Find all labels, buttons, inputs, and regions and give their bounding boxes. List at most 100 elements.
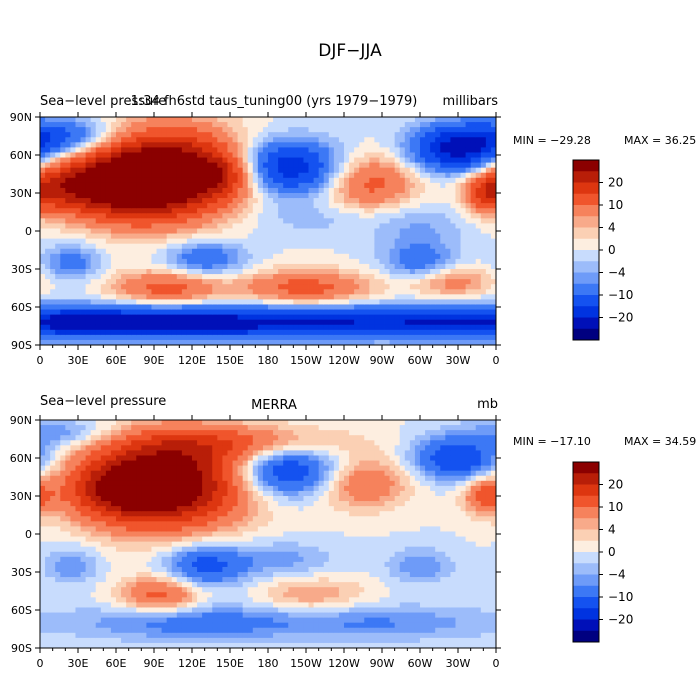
field-cell <box>308 314 314 321</box>
field-cell <box>156 137 162 143</box>
field-cell <box>45 430 51 436</box>
field-cell <box>450 208 456 214</box>
field-cell <box>470 263 477 270</box>
field-cell <box>359 339 365 346</box>
field-cell <box>192 228 198 234</box>
field-cell <box>490 172 497 179</box>
field-cell <box>227 198 233 204</box>
field-cell <box>100 521 107 527</box>
field-cell <box>273 117 279 123</box>
field-cell <box>161 284 168 290</box>
field-cell <box>450 253 456 260</box>
field-cell <box>105 506 112 512</box>
field-cell <box>100 587 107 593</box>
field-cell <box>232 127 238 133</box>
field-cell <box>166 172 173 179</box>
field-cell <box>369 238 375 245</box>
field-cell <box>409 162 416 169</box>
field-cell <box>75 213 81 219</box>
field-cell <box>262 127 269 133</box>
field-cell <box>268 269 274 275</box>
field-cell <box>65 294 71 300</box>
field-cell <box>359 269 365 275</box>
field-cell <box>207 162 213 169</box>
field-cell <box>90 162 97 169</box>
field-cell <box>262 122 269 128</box>
field-cell <box>45 122 51 128</box>
field-cell <box>227 127 233 133</box>
field-cell <box>364 253 370 260</box>
field-cell <box>369 248 375 255</box>
field-cell <box>121 465 127 472</box>
field-cell <box>227 213 233 219</box>
field-cell <box>207 157 213 163</box>
field-cell <box>278 147 284 153</box>
field-cell <box>85 470 92 477</box>
field-cell <box>146 279 152 285</box>
field-cell <box>308 269 314 275</box>
field-cell <box>359 324 365 331</box>
field-cell <box>166 319 173 326</box>
field-cell <box>75 556 81 563</box>
field-cell <box>116 122 122 128</box>
field-cell <box>323 233 330 239</box>
field-cell <box>303 172 309 179</box>
field-cell <box>146 339 152 346</box>
field-cell <box>116 607 122 613</box>
field-cell <box>75 172 81 179</box>
field-cell <box>116 566 122 573</box>
field-cell <box>455 304 461 310</box>
field-cell <box>349 228 355 234</box>
field-cell <box>217 117 223 123</box>
field-cell <box>465 127 472 133</box>
field-cell <box>100 193 107 199</box>
field-cell <box>359 167 365 174</box>
field-cell <box>475 269 482 275</box>
field-cell <box>105 642 112 649</box>
field-cell <box>100 460 107 466</box>
field-cell <box>349 253 355 260</box>
field-cell <box>65 445 71 451</box>
field-cell <box>40 470 46 477</box>
field-cell <box>70 334 76 341</box>
field-cell <box>288 117 294 123</box>
field-cell <box>85 238 92 245</box>
field-cell <box>121 480 127 487</box>
field-cell <box>455 172 461 179</box>
field-cell <box>242 263 249 270</box>
field-cell <box>485 223 492 229</box>
field-cell <box>166 248 173 255</box>
field-cell <box>65 223 71 229</box>
field-cell <box>176 198 183 204</box>
field-cell <box>166 213 173 219</box>
field-cell <box>475 117 482 123</box>
field-cell <box>40 339 46 346</box>
field-cell <box>110 551 117 558</box>
field-cell <box>262 238 269 245</box>
field-cell <box>110 243 117 250</box>
field-cell <box>268 258 274 265</box>
field-cell <box>450 339 456 346</box>
field-cell <box>430 334 436 341</box>
field-cell <box>465 269 472 275</box>
field-cell <box>126 314 132 321</box>
field-cell <box>131 167 137 174</box>
field-cell <box>455 309 461 315</box>
field-cell <box>490 233 497 239</box>
field-cell <box>60 142 66 148</box>
field-cell <box>232 238 238 245</box>
field-cell <box>333 137 340 143</box>
field-cell <box>222 208 228 214</box>
field-cell <box>141 172 147 179</box>
field-cell <box>384 243 390 250</box>
field-cell <box>440 172 446 179</box>
field-cell <box>116 269 122 275</box>
field-cell <box>333 329 340 336</box>
field-cell <box>232 182 238 189</box>
field-cell <box>313 208 320 214</box>
field-cell <box>242 284 249 290</box>
field-cell <box>470 208 477 214</box>
field-cell <box>151 319 157 326</box>
field-cell <box>303 152 309 158</box>
field-cell <box>414 157 421 163</box>
